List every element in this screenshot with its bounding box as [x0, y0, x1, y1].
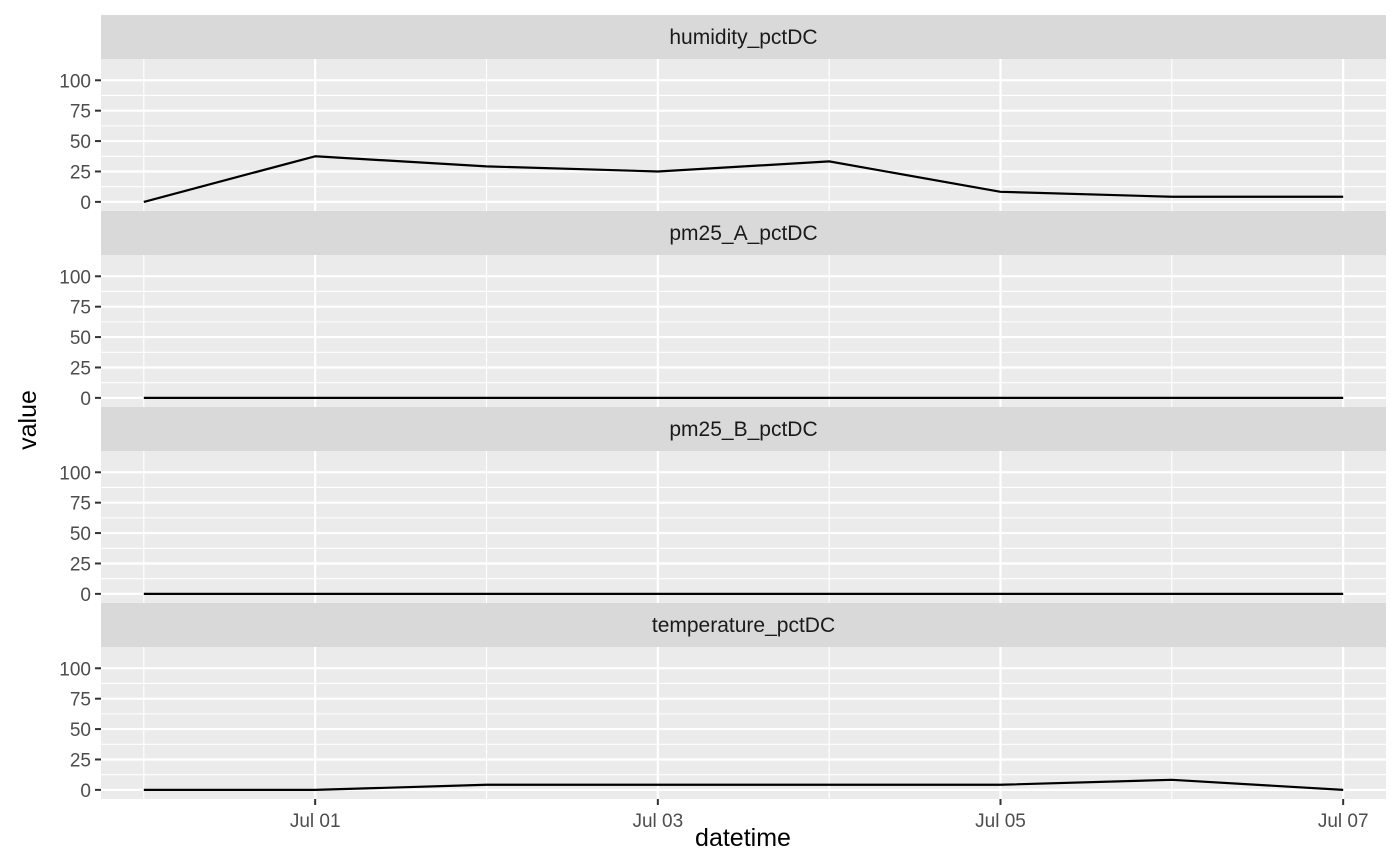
y-tick-label: 75 — [70, 690, 91, 711]
y-tick-label: 100 — [59, 659, 91, 680]
y-tick-label: 100 — [59, 267, 91, 288]
panel-background — [101, 255, 1386, 407]
facet-panels: humidity_pctDC 0 25 50 75 100 pm25_A_pctDC 0 25 5… — [59, 15, 1386, 802]
panel-background — [101, 451, 1386, 603]
panel-background — [101, 647, 1386, 799]
y-tick-label: 100 — [59, 71, 91, 92]
x-tick-label: Jul 03 — [632, 811, 683, 832]
y-tick-label: 75 — [70, 494, 91, 515]
y-tick-label: 0 — [80, 193, 91, 214]
y-tick-label: 50 — [70, 328, 91, 349]
series-line-humidity_pctDC — [143, 155, 1344, 203]
x-axis-title: datetime — [695, 824, 791, 852]
facet-strip — [101, 603, 1386, 647]
facet-strip — [101, 15, 1386, 59]
y-tick-label: 0 — [80, 781, 91, 802]
y-tick-label: 25 — [70, 162, 91, 183]
facet-temperature_pctDC: temperature_pctDC 0 25 50 75 100 — [59, 603, 1386, 802]
facet-humidity_pctDC: humidity_pctDC 0 25 50 75 100 — [59, 15, 1386, 214]
facet-strip — [101, 211, 1386, 255]
facet-strip-label: pm25_B_pctDC — [669, 418, 817, 441]
y-tick-label: 75 — [70, 298, 91, 319]
x-tick-label: Jul 01 — [290, 811, 341, 832]
facet-strip-label: pm25_A_pctDC — [669, 222, 817, 245]
y-tick-label: 100 — [59, 463, 91, 484]
y-tick-label: 50 — [70, 720, 91, 741]
y-tick-label: 25 — [70, 554, 91, 575]
facet-pm25_A_pctDC: pm25_A_pctDC 0 25 50 75 100 — [59, 211, 1386, 410]
y-tick-label: 0 — [80, 585, 91, 606]
y-tick-label: 50 — [70, 132, 91, 153]
y-tick-label: 50 — [70, 524, 91, 545]
facet-strip-label: temperature_pctDC — [652, 614, 835, 637]
facet-strip-label: humidity_pctDC — [669, 26, 817, 49]
y-tick-label: 0 — [80, 389, 91, 410]
y-axis-title: value — [14, 390, 42, 450]
facet-strip — [101, 407, 1386, 451]
x-tick-label: Jul 07 — [1318, 811, 1369, 832]
y-tick-label: 25 — [70, 358, 91, 379]
y-tick-label: 75 — [70, 102, 91, 123]
panel-background — [101, 59, 1386, 211]
x-axis: Jul 01 Jul 03 Jul 05 Jul 07 — [290, 799, 1369, 832]
y-tick-label: 25 — [70, 750, 91, 771]
x-tick-label: Jul 05 — [975, 811, 1026, 832]
facet-pm25_B_pctDC: pm25_B_pctDC 0 25 50 75 100 — [59, 407, 1386, 606]
series-line-temperature_pctDC — [143, 778, 1344, 791]
